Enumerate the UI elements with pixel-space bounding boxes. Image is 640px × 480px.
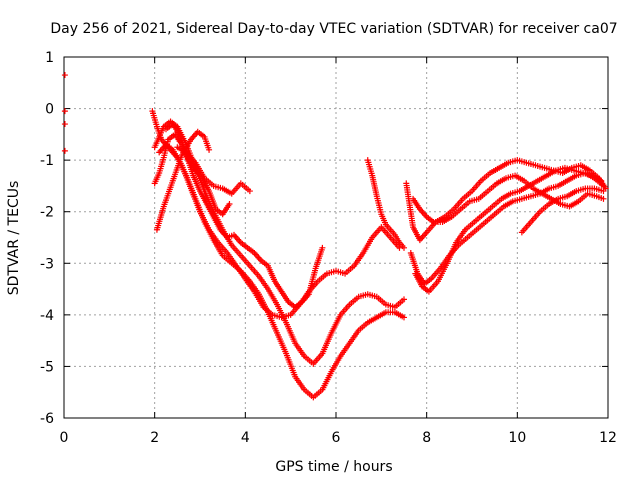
- data-point: [401, 296, 407, 303]
- data-point: [246, 188, 253, 195]
- x-tick-label: 8: [422, 430, 431, 446]
- data-points: [61, 72, 609, 401]
- y-tick-label: -2: [40, 205, 54, 221]
- plot-frame: [63, 56, 609, 419]
- x-axis-label: GPS time / hours: [275, 459, 392, 475]
- x-tick-label: 10: [508, 430, 526, 446]
- data-point: [401, 244, 407, 251]
- y-tick-label: -3: [40, 256, 54, 272]
- data-point: [598, 177, 605, 184]
- data-point: [61, 121, 68, 128]
- y-tick-label: -4: [40, 308, 54, 324]
- x-tick-label: 0: [60, 430, 69, 446]
- y-tick-label: -5: [40, 359, 54, 375]
- data-point: [600, 195, 607, 202]
- x-tick-label: 6: [332, 430, 341, 446]
- y-tick-labels: -6 -5 -4 -3 -2 -1 0 1: [40, 50, 54, 427]
- x-tick-label: 12: [599, 430, 617, 446]
- y-axis-label: SDTVAR / TECUs: [6, 181, 22, 296]
- data-point: [61, 72, 68, 79]
- data-point: [206, 146, 213, 153]
- data-point: [226, 200, 233, 207]
- data-point: [401, 314, 407, 321]
- y-tick-label: 1: [45, 50, 54, 66]
- x-tick-labels: 0 2 4 6 8 10 12: [60, 430, 617, 446]
- y-tick-label: 0: [45, 102, 54, 118]
- y-tick-label: -6: [40, 411, 54, 427]
- data-point: [61, 108, 68, 115]
- data-point: [600, 188, 607, 195]
- y-tick-label: -1: [40, 153, 54, 169]
- chart-title: Day 256 of 2021, Sidereal Day-to-day VTE…: [50, 21, 617, 37]
- data-point: [600, 182, 607, 189]
- x-tick-label: 2: [150, 430, 159, 446]
- x-tick-label: 4: [241, 430, 250, 446]
- data-point: [319, 244, 326, 251]
- data-point: [61, 147, 68, 154]
